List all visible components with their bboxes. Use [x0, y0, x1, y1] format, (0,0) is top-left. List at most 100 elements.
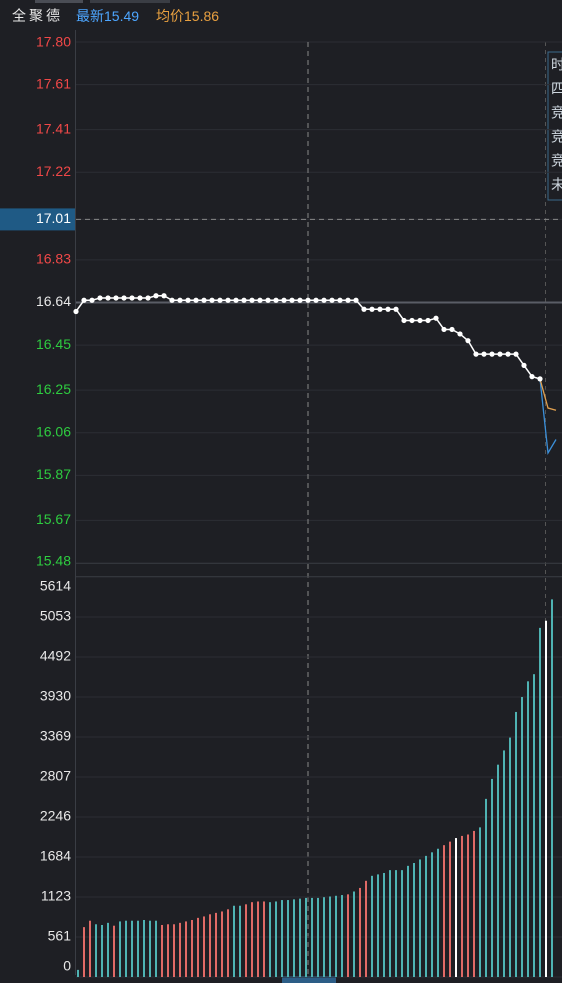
y-tick-label: 15.87 [36, 466, 71, 482]
volume-bar [527, 681, 529, 977]
avg-label-text: 均价 [156, 8, 184, 24]
price-dot [249, 297, 255, 303]
price-dot [489, 351, 495, 357]
volume-bar [305, 897, 307, 977]
volume-bar [89, 920, 91, 977]
volume-bar [509, 737, 511, 977]
volume-bar [473, 830, 475, 977]
price-dot [361, 306, 367, 312]
volume-bar [413, 862, 415, 977]
volume-bar [299, 898, 301, 977]
volume-bar [191, 919, 193, 977]
price-dot [513, 351, 519, 357]
volume-bar [95, 924, 97, 977]
volume-bar [263, 901, 265, 977]
volume-bar [365, 880, 367, 977]
price-dot [393, 306, 399, 312]
y-tick-label: 16.64 [36, 293, 71, 309]
volume-bar [497, 764, 499, 977]
volume-bar [113, 925, 115, 977]
volume-bar [233, 905, 235, 977]
volume-bar [407, 865, 409, 977]
volume-bar [503, 750, 505, 977]
volume-bar [401, 870, 403, 977]
tooltip-text: 时 [551, 57, 562, 73]
volume-bar [383, 872, 385, 977]
y-tick-label: 1684 [40, 848, 71, 864]
price-dot [449, 326, 455, 333]
volume-bar [227, 909, 229, 977]
volume-bar [179, 922, 181, 977]
price-dot [505, 351, 511, 357]
avg-value: 15.86 [184, 8, 219, 24]
price-dot [337, 297, 343, 303]
avg-label: 均价15.86 [156, 8, 219, 24]
price-dot [193, 297, 199, 303]
volume-bar [119, 921, 121, 977]
y-tick-label: 0 [63, 958, 71, 974]
price-dot [225, 297, 231, 303]
volume-bar [449, 841, 451, 977]
price-dot [521, 362, 527, 368]
price-dot [417, 317, 423, 324]
price-dot [313, 297, 319, 303]
price-dot [377, 306, 383, 312]
y-tick-label: 16.45 [36, 336, 71, 352]
price-dot [81, 297, 87, 303]
crosshair-label-bg [0, 208, 75, 231]
price-dot [305, 297, 311, 303]
volume-bar [173, 924, 175, 977]
volume-bar [77, 969, 79, 977]
volume-bar [353, 891, 355, 977]
price-dot [97, 295, 103, 301]
volume-bar [257, 901, 259, 977]
price-dot [73, 308, 79, 315]
volume-bar [107, 922, 109, 977]
volume-bar [533, 674, 535, 977]
y-tick-label: 17.41 [36, 120, 71, 136]
volume-bar [215, 912, 217, 977]
y-tick-label: 17.22 [36, 163, 71, 179]
volume-bar [455, 838, 457, 977]
price-dot [185, 297, 191, 303]
volume-bar [377, 874, 379, 977]
y-tick-label: 15.67 [36, 511, 71, 527]
y-tick-label: 16.06 [36, 423, 71, 439]
tooltip-text: 四 [551, 81, 562, 97]
volume-bar [467, 834, 469, 977]
price-dot [233, 297, 239, 303]
scrollbar [282, 976, 336, 983]
price-dot [401, 317, 407, 324]
price-dot [129, 295, 135, 301]
volume-bar [311, 897, 313, 977]
price-dot [441, 326, 447, 333]
volume-bar [359, 887, 361, 977]
price-dot [465, 338, 471, 344]
price-dot [209, 297, 215, 303]
price-dot [329, 297, 335, 303]
price-dot [265, 297, 271, 303]
price-dot [145, 295, 151, 301]
stock-name: 全聚德 [12, 8, 63, 24]
y-tick-label: 17.01 [36, 210, 71, 226]
y-tick-label: 16.25 [36, 381, 71, 397]
price-dot [169, 297, 175, 303]
price-dot [257, 297, 263, 303]
volume-bar [461, 835, 463, 977]
volume-bar [371, 875, 373, 977]
y-tick-label: 17.61 [36, 75, 71, 91]
volume-bar [83, 927, 85, 977]
volume-bar [209, 914, 211, 977]
volume-bar [437, 848, 439, 977]
volume-bar [551, 599, 553, 977]
volume-bar [161, 924, 163, 977]
price-dot [177, 297, 183, 303]
price-dot [473, 351, 479, 357]
volume-bar [431, 852, 433, 977]
tab [35, 0, 83, 3]
price-dot [425, 317, 431, 324]
volume-bar [443, 845, 445, 977]
